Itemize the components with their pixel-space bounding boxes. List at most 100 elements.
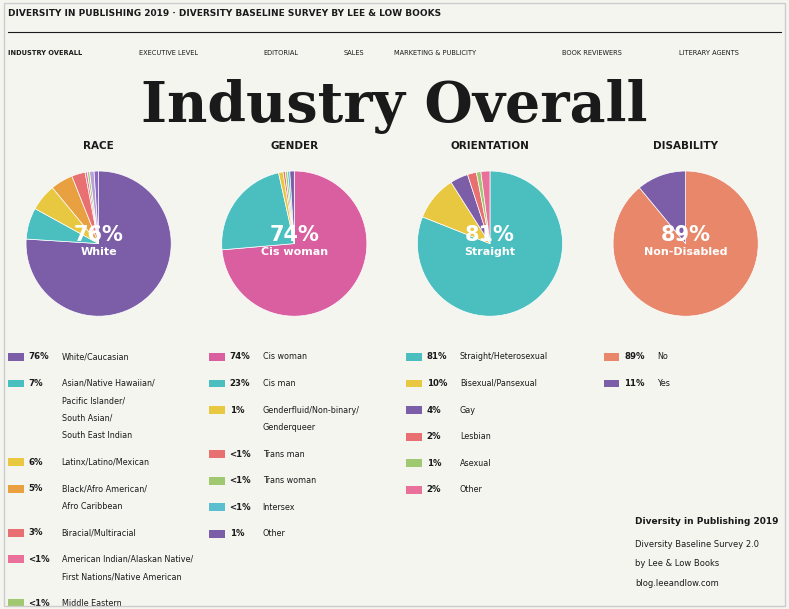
Text: 2%: 2% <box>427 485 441 495</box>
Text: EDITORIAL: EDITORIAL <box>264 50 298 55</box>
FancyBboxPatch shape <box>406 433 422 441</box>
FancyBboxPatch shape <box>8 555 24 563</box>
FancyBboxPatch shape <box>8 379 24 387</box>
Text: LITERARY AGENTS: LITERARY AGENTS <box>679 50 739 55</box>
Wedge shape <box>85 172 99 244</box>
Text: White/Caucasian: White/Caucasian <box>62 353 129 361</box>
Text: Lesbian: Lesbian <box>460 432 491 441</box>
Text: Latinx/Latino/Mexican: Latinx/Latino/Mexican <box>62 458 150 466</box>
Text: First Nations/Native American: First Nations/Native American <box>62 572 181 581</box>
Wedge shape <box>290 171 294 244</box>
Text: EXECUTIVE LEVEL: EXECUTIVE LEVEL <box>140 50 198 55</box>
Text: INDUSTRY OVERALL: INDUSTRY OVERALL <box>8 50 82 55</box>
Text: 89%: 89% <box>624 353 645 361</box>
Text: 3%: 3% <box>28 528 43 537</box>
Text: Afro Caribbean: Afro Caribbean <box>62 502 122 511</box>
Wedge shape <box>89 171 99 244</box>
Text: Cis woman: Cis woman <box>263 353 307 361</box>
Text: 10%: 10% <box>427 379 447 388</box>
Wedge shape <box>639 171 686 244</box>
Text: 4%: 4% <box>427 406 442 415</box>
Wedge shape <box>468 172 490 244</box>
Text: 5%: 5% <box>28 484 43 493</box>
Text: 1%: 1% <box>427 459 441 468</box>
Text: 7%: 7% <box>28 379 43 388</box>
Wedge shape <box>52 176 99 244</box>
Text: Diversity Baseline Survey 2.0: Diversity Baseline Survey 2.0 <box>635 540 759 549</box>
Wedge shape <box>222 173 294 250</box>
FancyBboxPatch shape <box>209 379 225 387</box>
Text: South East Indian: South East Indian <box>62 431 132 440</box>
Text: Biracial/Multiracial: Biracial/Multiracial <box>62 528 136 537</box>
Text: 23%: 23% <box>230 379 250 388</box>
Wedge shape <box>26 171 171 316</box>
Text: Asexual: Asexual <box>460 459 492 468</box>
FancyBboxPatch shape <box>209 353 225 361</box>
Wedge shape <box>88 172 99 244</box>
Wedge shape <box>35 188 99 244</box>
Wedge shape <box>222 171 367 316</box>
Text: <1%: <1% <box>230 476 251 485</box>
FancyBboxPatch shape <box>8 599 24 607</box>
Text: 76%: 76% <box>28 353 49 361</box>
Text: Bisexual/Pansexual: Bisexual/Pansexual <box>460 379 537 388</box>
FancyBboxPatch shape <box>406 406 422 414</box>
Wedge shape <box>283 172 294 244</box>
Title: ORIENTATION: ORIENTATION <box>451 141 529 150</box>
Text: <1%: <1% <box>230 449 251 459</box>
Text: 2%: 2% <box>427 432 441 441</box>
Text: 11%: 11% <box>624 379 645 388</box>
Text: Straight/Heterosexual: Straight/Heterosexual <box>460 353 548 361</box>
Text: 74%: 74% <box>230 353 250 361</box>
Title: RACE: RACE <box>84 141 114 150</box>
Text: 1%: 1% <box>230 406 244 415</box>
Text: Industry Overall: Industry Overall <box>141 79 648 134</box>
Text: Yes: Yes <box>657 379 670 388</box>
FancyBboxPatch shape <box>8 459 24 466</box>
Text: Diversity in Publishing 2019: Diversity in Publishing 2019 <box>635 517 779 526</box>
FancyBboxPatch shape <box>604 353 619 361</box>
Text: Non-Disabled: Non-Disabled <box>644 247 727 258</box>
Wedge shape <box>417 171 563 316</box>
Text: <1%: <1% <box>28 555 50 564</box>
FancyBboxPatch shape <box>8 529 24 537</box>
Wedge shape <box>481 171 490 244</box>
FancyBboxPatch shape <box>209 450 225 458</box>
FancyBboxPatch shape <box>604 379 619 387</box>
Text: Straight: Straight <box>465 247 515 258</box>
Text: Intersex: Intersex <box>263 503 295 512</box>
FancyBboxPatch shape <box>8 485 24 493</box>
Title: GENDER: GENDER <box>271 141 318 150</box>
Text: No: No <box>657 353 668 361</box>
Text: Genderqueer: Genderqueer <box>263 423 316 432</box>
Text: Other: Other <box>460 485 483 495</box>
FancyBboxPatch shape <box>8 353 24 361</box>
Text: Black/Afro American/: Black/Afro American/ <box>62 484 147 493</box>
Wedge shape <box>26 209 99 244</box>
Text: 81%: 81% <box>427 353 447 361</box>
Text: Cis man: Cis man <box>263 379 295 388</box>
Text: Other: Other <box>263 529 286 538</box>
Text: South Asian/: South Asian/ <box>62 414 112 423</box>
Text: Asian/Native Hawaiian/: Asian/Native Hawaiian/ <box>62 379 155 388</box>
Text: 1%: 1% <box>230 529 244 538</box>
Text: Middle Eastern: Middle Eastern <box>62 599 122 608</box>
FancyBboxPatch shape <box>406 353 422 361</box>
Text: 76%: 76% <box>73 225 124 245</box>
FancyBboxPatch shape <box>406 379 422 387</box>
Text: by Lee & Low Books: by Lee & Low Books <box>635 559 720 568</box>
Text: Trans woman: Trans woman <box>263 476 316 485</box>
Text: Trans man: Trans man <box>263 449 305 459</box>
FancyBboxPatch shape <box>209 477 225 485</box>
Title: DISABILITY: DISABILITY <box>653 141 718 150</box>
Text: 6%: 6% <box>28 458 43 466</box>
Text: Cis woman: Cis woman <box>260 247 328 258</box>
Wedge shape <box>94 171 99 244</box>
Wedge shape <box>477 172 490 244</box>
FancyBboxPatch shape <box>209 530 225 538</box>
Text: <1%: <1% <box>230 503 251 512</box>
FancyBboxPatch shape <box>209 406 225 414</box>
Wedge shape <box>286 171 294 244</box>
FancyBboxPatch shape <box>406 459 422 467</box>
Text: 81%: 81% <box>465 225 515 245</box>
